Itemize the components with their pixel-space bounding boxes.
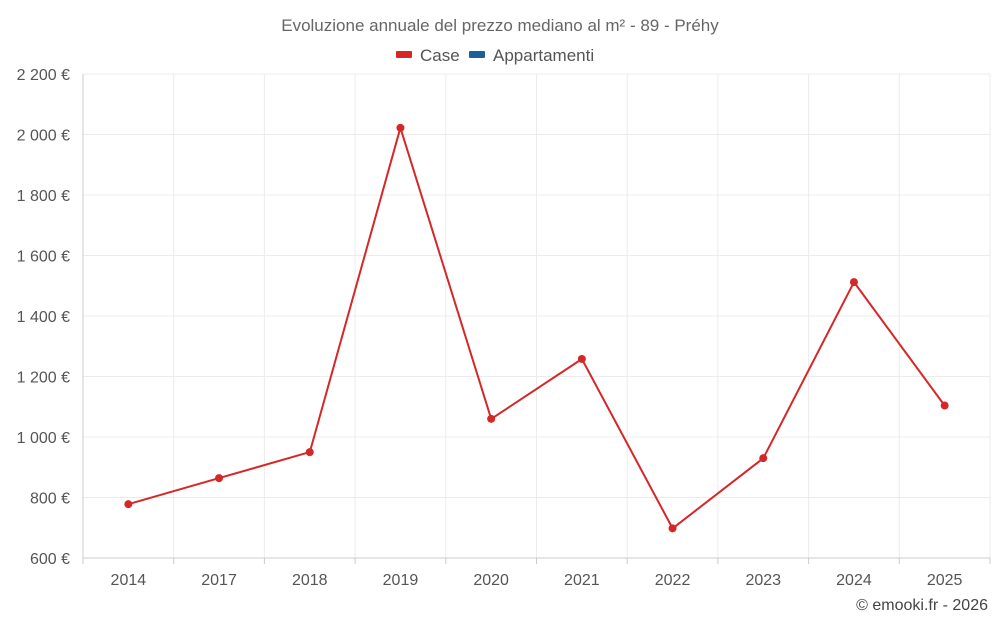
data-point [215, 474, 224, 483]
y-tick-label: 800 € [30, 491, 70, 508]
data-point [849, 278, 858, 287]
chart-title: Evoluzione annuale del prezzo mediano al… [281, 16, 719, 35]
y-axis-ticks: 600 € 800 € 1 000 € 1 200 € 1 400 € 1 600 € 1 … [17, 67, 70, 568]
data-point [759, 454, 768, 463]
data-point [668, 524, 677, 533]
x-tick-label: 2022 [655, 572, 691, 589]
legend-swatch-appartamenti[interactable] [469, 51, 485, 58]
x-tick-label: 2014 [111, 572, 147, 589]
legend: Case Appartamenti [396, 46, 594, 65]
x-tick-label: 2019 [383, 572, 419, 589]
x-tick-label: 2025 [927, 572, 963, 589]
x-tick-label: 2023 [745, 572, 781, 589]
x-tick-label: 2024 [836, 572, 872, 589]
y-tick-label: 2 200 € [17, 67, 70, 84]
y-tick-label: 600 € [30, 551, 70, 568]
credit-text: © emooki.fr - 2026 [856, 597, 988, 614]
y-tick-label: 2 000 € [17, 128, 70, 145]
data-point [305, 448, 314, 457]
data-point [577, 354, 586, 363]
y-tick-label: 1 800 € [17, 188, 70, 205]
series-layer [124, 123, 949, 533]
x-tick-label: 2017 [201, 572, 237, 589]
series-line-case [128, 126, 946, 530]
legend-label-appartamenti[interactable]: Appartamenti [493, 46, 594, 65]
x-axis-ticks: 2014 2017 2018 2019 2020 2021 2022 2023 2024 2025 [82, 558, 991, 589]
legend-swatch-case[interactable] [396, 51, 412, 58]
y-tick-label: 1 000 € [17, 430, 70, 447]
x-tick-label: 2020 [473, 572, 509, 589]
grid-lines [82, 73, 991, 559]
legend-label-case[interactable]: Case [420, 46, 460, 65]
y-tick-label: 1 400 € [17, 309, 70, 326]
x-tick-label: 2018 [292, 572, 328, 589]
data-point [396, 123, 405, 132]
data-point [487, 414, 496, 423]
x-tick-label: 2021 [564, 572, 600, 589]
y-tick-label: 1 200 € [17, 370, 70, 387]
data-point [940, 401, 949, 410]
y-tick-label: 1 600 € [17, 249, 70, 266]
data-point [124, 500, 133, 509]
